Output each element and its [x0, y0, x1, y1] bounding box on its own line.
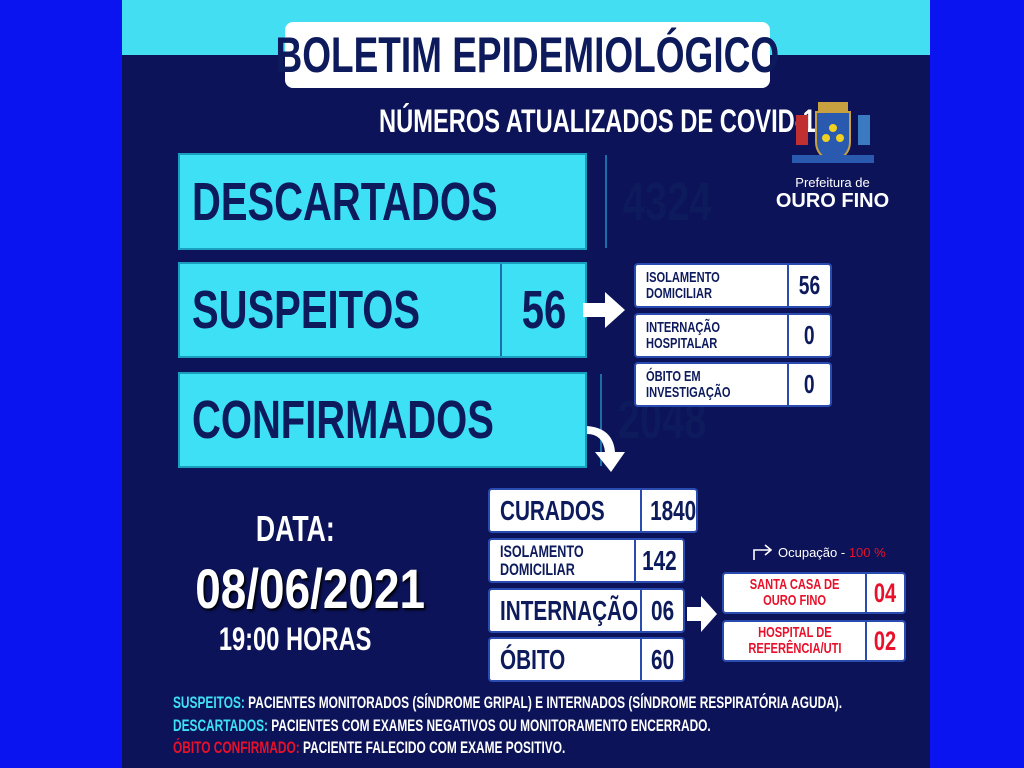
suspect-breakdown: ISOLAMENTO DOMICILIAR 56 INTERNAÇÃO HOSPITA…: [634, 263, 832, 407]
suspect-row: ISOLAMENTO DOMICILIAR 56: [634, 263, 832, 308]
suspect-row: ÓBITO EM INVESTIGAÇÃO 0: [634, 362, 832, 407]
row-value: 0: [804, 320, 815, 350]
page-title: BOLETIM EPIDEMIOLÓGICO: [275, 27, 780, 83]
logo-big-text: OURO FINO: [775, 190, 890, 212]
row-value: 1840: [650, 494, 697, 526]
card-value: 4324: [622, 171, 712, 232]
row-label: ISOLAMENTO: [500, 541, 584, 561]
row-value: 04: [874, 577, 897, 608]
footer-term: DESCARTADOS:: [173, 715, 268, 735]
coat-of-arms-icon: [791, 102, 874, 164]
hospital-breakdown: SANTA CASA DE OURO FINO 04 HOSPITAL DE REFE…: [722, 572, 906, 662]
row-label: HOSPITALAR: [646, 334, 718, 352]
row-label: HOSPITAL DE: [757, 624, 832, 642]
row-label: CURADOS: [500, 494, 605, 526]
date-value: 08/06/2021: [195, 557, 426, 620]
card-label: SUSPEITOS: [192, 280, 421, 340]
row-label: ÓBITO: [500, 643, 566, 675]
hospital-row: HOSPITAL DE REFERÊNCIA/UTI 02: [722, 620, 906, 662]
confirmed-row: ISOLAMENTO DOMICILIAR 142: [488, 538, 685, 583]
card-label: CONFIRMADOS: [192, 390, 494, 450]
row-label: INTERNAÇÃO: [500, 594, 639, 626]
row-label: INTERNAÇÃO: [646, 318, 720, 336]
arrow-right-icon: [583, 292, 625, 328]
occupancy-label: Ocupação -: [778, 544, 849, 560]
row-label: INVESTIGAÇÃO: [646, 383, 731, 401]
date-block: DATA: 08/06/2021 19:00 HORAS: [170, 508, 425, 658]
occupancy-value: 100 %: [848, 544, 886, 560]
confirmed-row: CURADOS 1840: [488, 488, 698, 533]
card-label: DESCARTADOS: [192, 171, 498, 232]
row-label: ISOLAMENTO: [646, 268, 720, 286]
confirmed-row: INTERNAÇÃO 06: [488, 588, 685, 633]
footer-term: ÓBITO CONFIRMADO:: [173, 738, 300, 757]
date-label: DATA:: [255, 508, 335, 549]
row-value: 60: [650, 643, 675, 675]
arrow-right-icon: [687, 596, 717, 632]
occupancy: Ocupação - 100 %: [752, 543, 886, 561]
logo-small-text: Prefeitura de: [795, 175, 870, 190]
row-value: 0: [804, 369, 815, 399]
title-box: BOLETIM EPIDEMIOLÓGICO: [276, 22, 779, 88]
card-descartados: DESCARTADOS 4324: [178, 153, 712, 250]
subtitle: NÚMEROS ATUALIZADOS DE COVID-19: [379, 103, 829, 139]
row-value: 142: [642, 544, 677, 576]
footer-notes: SUSPEITOS: PACIENTES MONITORADOS (SÍNDRO…: [173, 692, 1024, 760]
logo: Prefeitura de OURO FINO: [760, 100, 905, 212]
footer-term: SUSPEITOS:: [173, 693, 245, 712]
card-suspeitos: SUSPEITOS 56: [178, 262, 587, 358]
row-value: 06: [650, 594, 675, 626]
footer-text: PACIENTES MONITORADOS (SÍNDROME GRIPAL) …: [244, 693, 843, 712]
card-confirmados: CONFIRMADOS 2048: [178, 372, 707, 468]
footer-text: PACIENTE FALECIDO COM EXAME POSITIVO.: [299, 738, 566, 757]
hospital-row: SANTA CASA DE OURO FINO 04: [722, 572, 906, 614]
row-label: OURO FINO: [763, 592, 826, 609]
row-value: 02: [874, 625, 897, 656]
subtitle-wrap: NÚMEROS ATUALIZADOS DE COVID-19: [300, 103, 829, 140]
confirmed-row: ÓBITO 60: [488, 637, 685, 682]
row-label: REFERÊNCIA/UTI: [747, 640, 842, 657]
row-value: 56: [798, 270, 821, 300]
card-value: 56: [521, 280, 566, 340]
row-label: DOMICILIAR: [646, 284, 712, 302]
suspect-row: INTERNAÇÃO HOSPITALAR 0: [634, 313, 832, 358]
row-label: DOMICILIAR: [500, 559, 575, 579]
turn-arrow-icon: [753, 544, 773, 560]
row-label: ÓBITO EM: [646, 367, 701, 385]
curved-arrow-icon: [587, 426, 625, 472]
footer-text: PACIENTES COM EXAMES NEGATIVOS OU MONITO…: [267, 715, 711, 735]
confirmed-breakdown: CURADOS 1840 ISOLAMENTO DOMICILIAR 142 INTE…: [488, 488, 698, 682]
time-value: 19:00 HORAS: [218, 621, 372, 657]
row-label: SANTA CASA DE: [749, 576, 840, 594]
